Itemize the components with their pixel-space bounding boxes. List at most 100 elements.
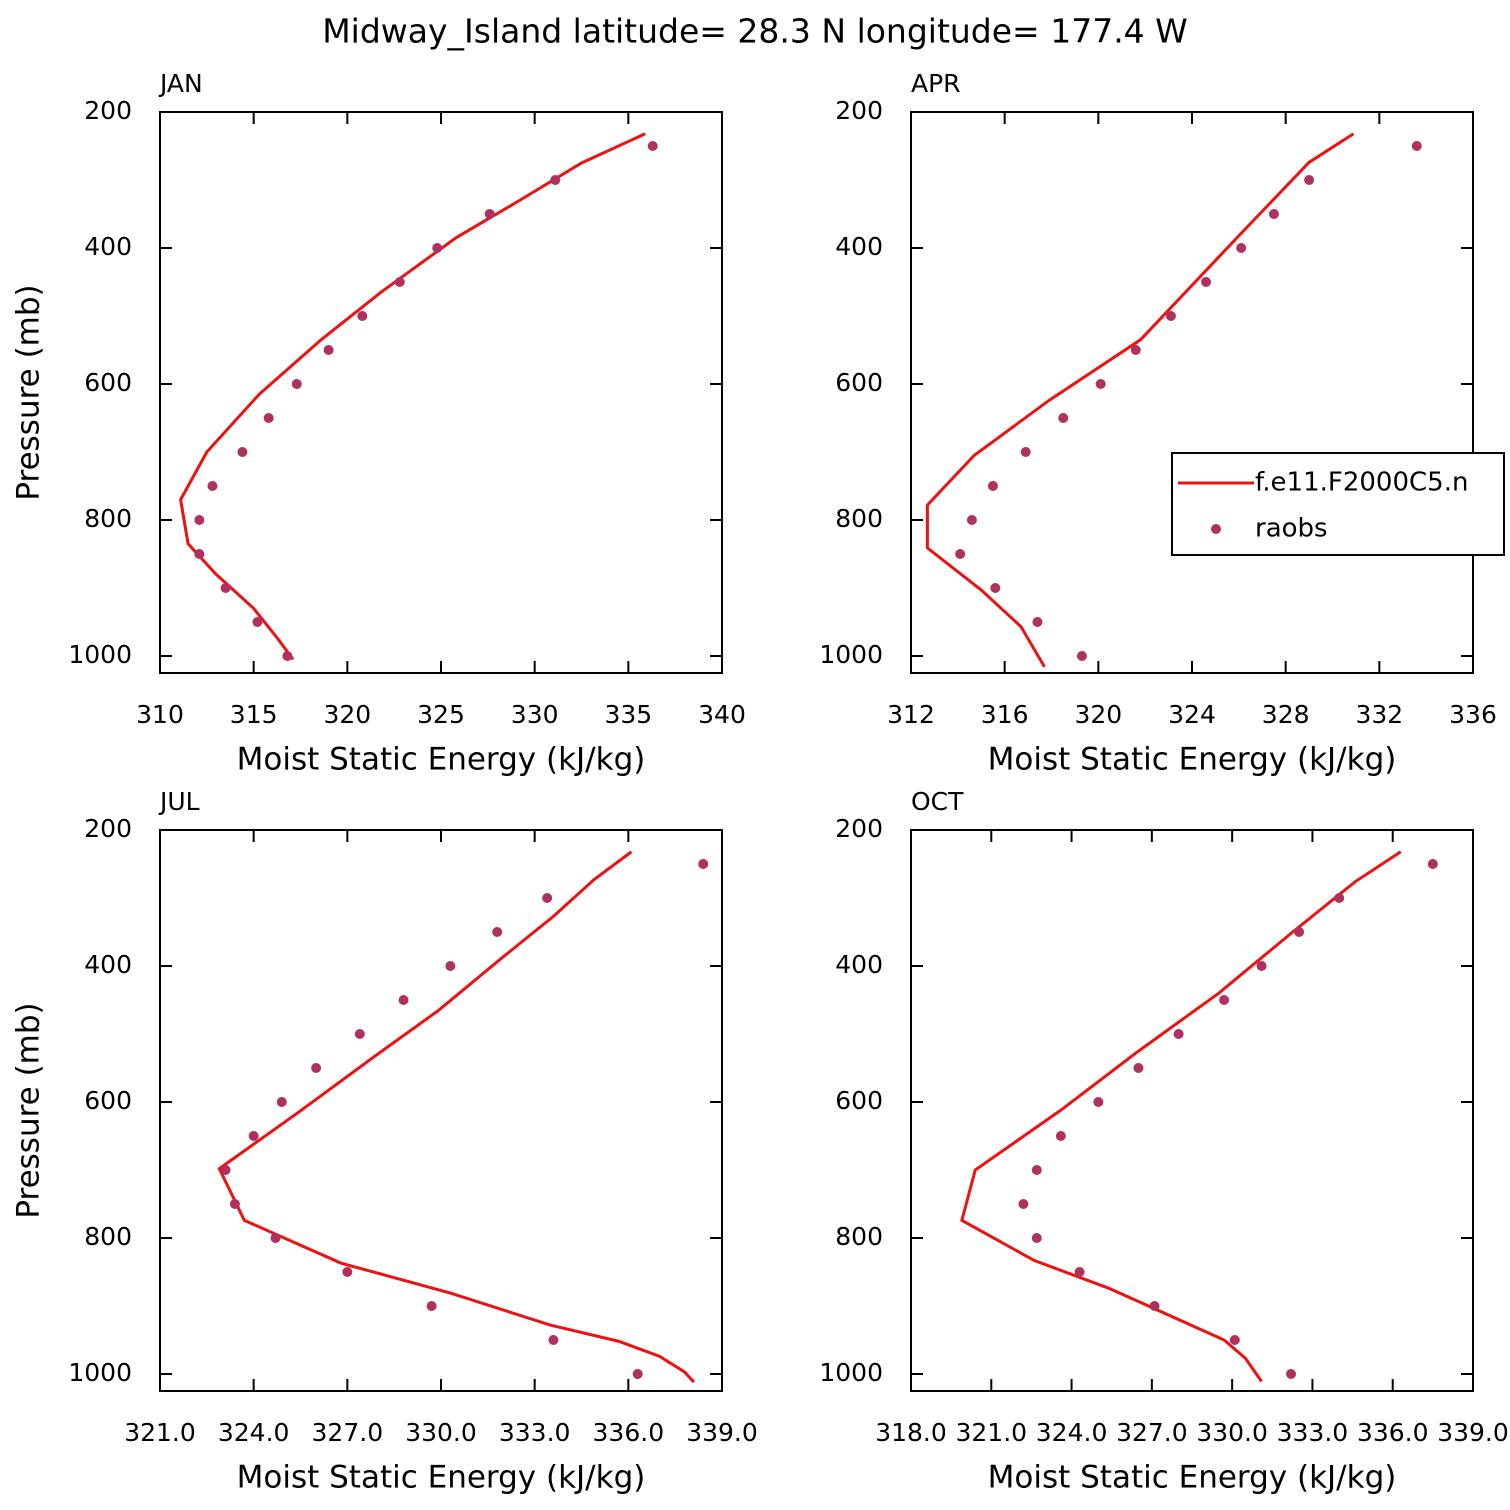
obs-point <box>542 893 553 903</box>
x-tick-label: 324.0 <box>1036 1418 1108 1447</box>
x-tick-label: 333.0 <box>1277 1418 1349 1447</box>
y-tick-label: 200 <box>835 814 883 843</box>
panel: JUL Moist Static Energy (kJ/kg) Pressure (… <box>11 787 758 1496</box>
x-tick-label: 325 <box>417 700 465 729</box>
x-tick-label: 320 <box>323 700 371 729</box>
x-axis-label: Moist Static Energy (kJ/kg) <box>237 742 646 778</box>
obs-point <box>252 617 263 627</box>
legend-frame <box>1171 452 1505 556</box>
legend-swatch <box>1211 524 1221 534</box>
y-tick-label: 1000 <box>68 640 132 669</box>
x-tick-label: 336.0 <box>1357 1418 1429 1447</box>
panel-label: JUL <box>158 787 200 816</box>
plot-frame <box>910 829 1474 1392</box>
x-tick-label: 315 <box>230 700 278 729</box>
obs-point <box>1256 961 1267 971</box>
x-tick-label: 324.0 <box>218 1418 290 1447</box>
obs-point <box>1031 1165 1042 1175</box>
x-tick-label: 324 <box>1168 700 1216 729</box>
obs-point <box>432 243 443 253</box>
obs-point <box>1095 379 1106 389</box>
obs-point <box>1286 1369 1297 1379</box>
x-tick-label: 316 <box>981 700 1029 729</box>
figure-title: Midway_Island latitude= 28.3 N longitude… <box>322 12 1188 51</box>
obs-point <box>354 1029 365 1039</box>
obs-point <box>323 345 334 355</box>
obs-point <box>1032 617 1043 627</box>
obs-point <box>207 481 218 491</box>
obs-point <box>990 583 1001 593</box>
x-axis-label: Moist Static Energy (kJ/kg) <box>988 1460 1397 1496</box>
y-tick-label: 1000 <box>819 1358 883 1387</box>
x-tick-label: 321.0 <box>955 1418 1027 1447</box>
legend-label: f.e11.F2000C5.n <box>1255 468 1468 498</box>
obs-point <box>229 1199 240 1209</box>
y-tick-label: 200 <box>84 814 132 843</box>
obs-point <box>987 481 998 491</box>
obs-point <box>1236 243 1247 253</box>
obs-point <box>1093 1097 1104 1107</box>
obs-point <box>357 311 368 321</box>
model-line <box>179 132 646 661</box>
y-tick-label: 800 <box>835 1222 883 1251</box>
x-tick-label: 320 <box>1074 700 1122 729</box>
y-tick-label: 400 <box>84 950 132 979</box>
obs-point <box>1133 1063 1144 1073</box>
x-tick-label: 327.0 <box>312 1418 384 1447</box>
obs-point <box>291 379 302 389</box>
y-tick-label: 200 <box>835 96 883 125</box>
obs-point <box>220 1165 231 1175</box>
obs-point <box>276 1097 287 1107</box>
obs-point <box>1031 1233 1042 1243</box>
panel-label: APR <box>911 69 961 98</box>
x-tick-label: 336.0 <box>593 1418 665 1447</box>
x-tick-label: 336 <box>1449 700 1497 729</box>
obs-point <box>548 1335 559 1345</box>
x-tick-label: 321.0 <box>124 1418 196 1447</box>
obs-point <box>698 859 709 869</box>
obs-point <box>1427 859 1438 869</box>
y-tick-label: 200 <box>84 96 132 125</box>
panel-label: JAN <box>158 69 203 98</box>
obs-point <box>632 1369 643 1379</box>
obs-point <box>1074 1267 1085 1277</box>
x-tick-label: 333.0 <box>499 1418 571 1447</box>
plot-frame <box>159 829 723 1392</box>
obs-point <box>1173 1029 1184 1039</box>
y-tick-label: 800 <box>84 1222 132 1251</box>
x-tick-label: 339.0 <box>1437 1418 1509 1447</box>
x-tick-label: 327.0 <box>1116 1418 1188 1447</box>
obs-point <box>1294 927 1305 937</box>
y-tick-label: 600 <box>835 1086 883 1115</box>
obs-point <box>248 1131 259 1141</box>
y-tick-label: 600 <box>84 1086 132 1115</box>
y-tick-label: 800 <box>84 504 132 533</box>
obs-point <box>1130 345 1141 355</box>
obs-point <box>445 961 456 971</box>
x-tick-label: 312 <box>887 700 935 729</box>
obs-point <box>426 1301 437 1311</box>
obs-point <box>282 651 293 661</box>
obs-point <box>1268 209 1279 219</box>
obs-point <box>237 447 248 457</box>
obs-point <box>194 549 205 559</box>
obs-point <box>270 1233 281 1243</box>
x-tick-label: 330.0 <box>405 1418 477 1447</box>
obs-point <box>1165 311 1176 321</box>
y-tick-label: 600 <box>84 368 132 397</box>
x-tick-label: 330 <box>511 700 559 729</box>
y-tick-label: 400 <box>835 950 883 979</box>
obs-point <box>1219 995 1230 1005</box>
obs-point <box>342 1267 353 1277</box>
obs-point <box>484 209 495 219</box>
obs-point <box>1018 1199 1029 1209</box>
obs-point <box>1334 893 1345 903</box>
plot-frame <box>159 111 723 674</box>
y-tick-label: 1000 <box>68 1358 132 1387</box>
obs-point <box>220 583 231 593</box>
obs-point <box>1411 141 1422 151</box>
obs-point <box>1076 651 1087 661</box>
obs-point <box>1229 1335 1240 1345</box>
